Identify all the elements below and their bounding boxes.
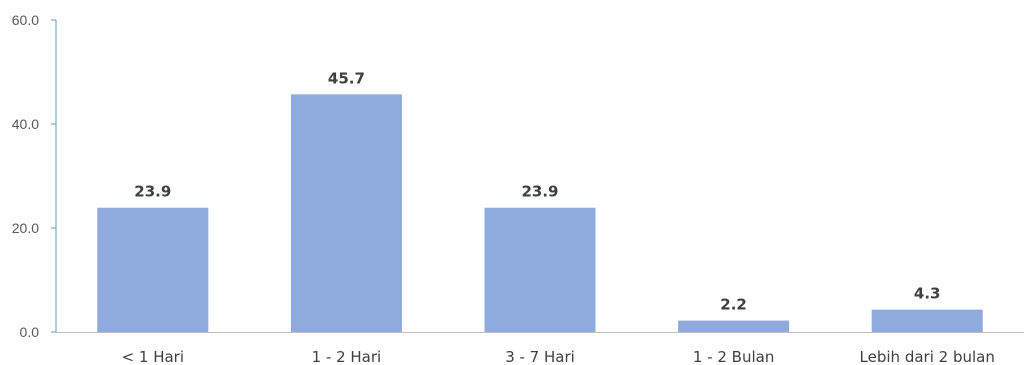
x-category-label: 3 - 7 Hari [505, 348, 575, 365]
bar [871, 309, 983, 332]
x-category-label: < 1 Hari [122, 348, 184, 365]
y-tick-label: 20.0 [12, 220, 39, 236]
category-labels: < 1 Hari 1 - 2 Hari 3 - 7 Hari 1 - 2 Bulan L… [122, 348, 995, 365]
data-label: 45.7 [328, 69, 365, 87]
y-tick-label: 60.0 [12, 12, 39, 28]
data-label: 23.9 [521, 183, 558, 201]
x-category-label: Lebih dari 2 bulan [860, 348, 995, 365]
data-label: 4.3 [914, 285, 941, 303]
y-tick-label: 40.0 [12, 116, 39, 132]
y-axis-ticks: 0.0 20.0 40.0 60.0 [12, 12, 56, 340]
x-category-label: 1 - 2 Hari [312, 348, 382, 365]
x-category-label: 1 - 2 Bulan [693, 348, 774, 365]
bar [290, 94, 402, 332]
bar [97, 207, 209, 332]
bar-series [97, 94, 983, 332]
data-label: 23.9 [134, 183, 171, 201]
bar [484, 207, 596, 332]
bar [678, 320, 790, 332]
data-label: 2.2 [720, 296, 747, 314]
y-tick-label: 0.0 [20, 324, 40, 340]
data-labels: 23.9 45.7 23.9 2.2 4.3 [134, 69, 940, 313]
